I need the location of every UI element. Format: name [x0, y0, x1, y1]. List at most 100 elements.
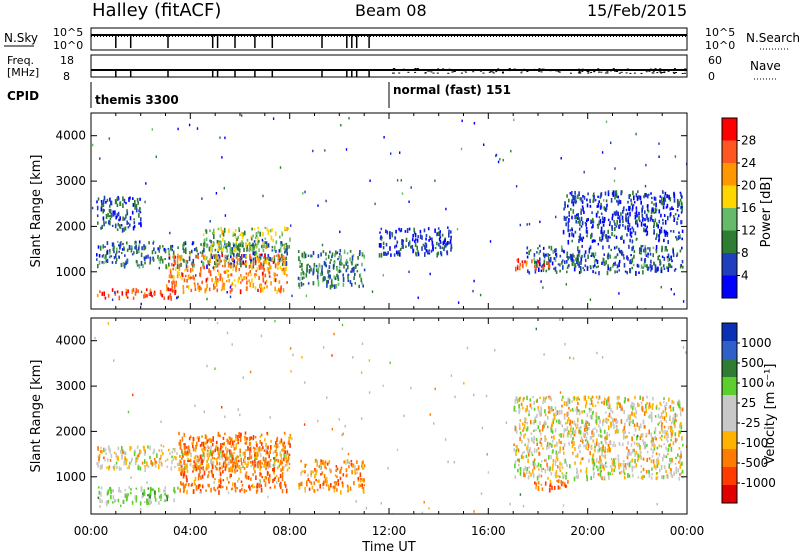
velocity-cell — [266, 452, 269, 455]
velocity-cell — [201, 441, 203, 446]
velocity-cell — [613, 441, 615, 444]
velocity-cell — [637, 444, 639, 448]
velocity-cell — [617, 454, 620, 458]
power-cell — [609, 254, 611, 259]
velocity-cell — [559, 469, 562, 473]
velocity-colorbar-label: -100 — [741, 436, 768, 450]
power-cell — [650, 209, 653, 215]
velocity-cell — [203, 470, 206, 476]
power-cell — [301, 252, 303, 258]
power-cell — [381, 236, 383, 239]
velocity-cell — [527, 451, 530, 457]
velocity-cell — [264, 463, 267, 467]
velocity-cell — [573, 420, 576, 425]
power-cell — [222, 237, 224, 242]
power-cell — [217, 227, 220, 231]
velocity-cell — [256, 443, 258, 448]
power-cell — [161, 258, 164, 264]
velocity-cell — [198, 473, 200, 478]
power-cell — [632, 228, 635, 233]
power-cell — [171, 248, 173, 252]
power-cell — [329, 261, 331, 265]
velocity-point — [341, 433, 343, 437]
velocity-cell — [307, 473, 309, 477]
velocity-cell — [361, 483, 363, 487]
power-cell — [339, 270, 342, 273]
power-cell — [250, 259, 252, 262]
power-cell — [215, 281, 218, 287]
velocity-cell — [346, 484, 349, 488]
power-cell — [191, 241, 194, 245]
velocity-point — [410, 386, 412, 390]
velocity-cell — [519, 396, 522, 400]
velocity-cell — [658, 453, 661, 457]
power-cell — [168, 280, 170, 283]
power-cell — [266, 227, 269, 232]
velocity-cell — [584, 439, 587, 442]
power-cell — [583, 210, 585, 214]
velocity-cell — [229, 436, 231, 440]
power-cell — [224, 260, 227, 266]
power-cell — [519, 263, 522, 267]
power-cell — [139, 197, 141, 201]
velocity-cell — [228, 480, 230, 484]
velocity-cell — [533, 435, 536, 441]
velocity-cell — [663, 401, 665, 404]
velocity-cell — [663, 466, 666, 470]
nave-point — [612, 68, 615, 70]
power-cell — [640, 248, 643, 253]
power-cell — [254, 240, 257, 243]
power-cell — [204, 288, 206, 294]
velocity-cell — [651, 441, 653, 446]
power-cell — [601, 261, 603, 265]
power-cell — [211, 243, 213, 246]
power-cell — [148, 241, 150, 245]
nave-label: Nave — [750, 59, 781, 73]
power-point — [526, 223, 528, 226]
power-cell — [431, 240, 434, 246]
velocity-cell — [109, 448, 111, 452]
power-cell — [121, 291, 124, 296]
velocity-cell — [183, 467, 185, 472]
velocity-cell — [527, 475, 530, 480]
power-cell — [535, 264, 538, 268]
power-colorbar-swatch — [722, 185, 737, 209]
power-cell — [587, 218, 589, 221]
velocity-cell — [164, 499, 166, 503]
power-cell — [189, 251, 191, 256]
power-cell — [449, 239, 452, 244]
power-cell — [100, 205, 103, 208]
velocity-cell — [627, 449, 630, 453]
power-cell — [595, 212, 598, 218]
velocity-cell — [633, 423, 636, 428]
velocity-cell — [333, 485, 336, 490]
power-cell — [628, 206, 631, 211]
power-cell — [260, 253, 262, 256]
velocity-cell — [522, 406, 524, 410]
power-cell — [625, 208, 628, 212]
velocity-cell — [335, 469, 337, 472]
power-cell — [234, 247, 237, 253]
velocity-cell — [597, 433, 600, 437]
power-cell — [615, 190, 618, 194]
power-cell — [202, 245, 205, 249]
power-cell — [157, 255, 159, 259]
velocity-cell — [319, 462, 322, 466]
nave-point — [430, 71, 433, 73]
velocity-cell — [174, 490, 176, 494]
velocity-cell — [179, 445, 182, 450]
velocity-cell — [623, 468, 625, 473]
velocity-point — [421, 511, 424, 514]
power-cell — [547, 253, 549, 257]
nave-point — [410, 69, 412, 71]
power-cell — [221, 264, 224, 268]
velocity-cell — [650, 440, 653, 443]
power-cell — [436, 233, 438, 237]
velocity-cell — [633, 448, 635, 452]
power-cell — [254, 275, 256, 279]
power-cell — [139, 211, 142, 214]
power-cell — [599, 218, 602, 224]
power-cell — [640, 252, 642, 255]
velocity-cell — [639, 423, 642, 429]
power-cell — [681, 229, 684, 233]
